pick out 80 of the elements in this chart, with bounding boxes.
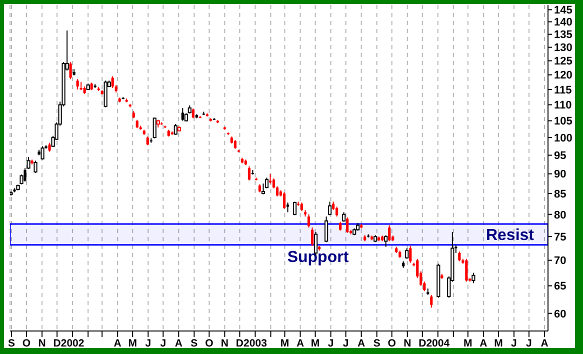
x-tick-label: J — [328, 337, 334, 350]
y-tick-label: 140 — [554, 16, 572, 29]
candlestick — [409, 245, 412, 264]
candlestick — [328, 201, 332, 216]
candlestick — [34, 160, 38, 174]
x-tick-label: O — [388, 337, 396, 350]
y-tick-label: 125 — [554, 56, 572, 68]
candlestick — [286, 202, 290, 213]
candlestick — [40, 146, 44, 160]
candlestick — [192, 108, 194, 119]
x-tick-label: M — [310, 337, 320, 350]
candlestick — [69, 62, 72, 80]
candlestick — [292, 201, 297, 216]
y-tick-label: 135 — [554, 29, 572, 42]
x-tick-label: 2002 — [60, 337, 84, 350]
band-label: Resist — [486, 227, 535, 244]
candlestick — [388, 224, 391, 242]
y-tick-label: 95 — [554, 150, 566, 162]
y-tick-label: 130 — [554, 42, 572, 54]
x-tick-label: N — [38, 337, 46, 350]
candlestick — [405, 248, 409, 260]
candlestick — [181, 107, 184, 122]
candlestick — [384, 234, 388, 248]
x-tick-label: S — [190, 337, 198, 350]
y-tick-label: 80 — [554, 209, 566, 222]
x-tick-label: D — [236, 337, 244, 350]
x-tick-label: M — [464, 337, 473, 350]
y-tick-label: 115 — [554, 84, 572, 96]
y-tick-label: 110 — [554, 100, 572, 112]
x-tick-label: A — [540, 337, 549, 350]
x-tick-label: A — [480, 337, 488, 350]
y-tick-label: 60 — [554, 308, 566, 320]
x-tick-label: D — [53, 337, 62, 350]
x-tick-label: A — [174, 337, 183, 350]
y-tick-label: 70 — [554, 255, 566, 268]
candlestick — [310, 227, 314, 246]
x-tick-label: M — [494, 337, 504, 350]
x-tick-label: S — [8, 337, 16, 350]
x-tick-label: A — [358, 337, 366, 350]
annotation: Support — [287, 249, 350, 266]
candlestick — [346, 216, 349, 234]
x-tick-label: 2004 — [426, 337, 450, 350]
x-tick-label: N — [404, 337, 412, 350]
candlestick — [111, 76, 114, 88]
y-tick-label: 100 — [554, 132, 572, 144]
x-tick-label: N — [220, 337, 228, 350]
candlestick — [324, 216, 328, 243]
y-tick-label: 145 — [554, 4, 572, 17]
x-tick-label: A — [296, 337, 304, 350]
x-tick-label: 2003 — [244, 337, 268, 350]
candlestick — [430, 294, 433, 308]
y-tick-label: 75 — [554, 231, 566, 244]
candlestick — [174, 124, 178, 136]
candlestick — [465, 258, 468, 282]
x-tick-label: J — [145, 337, 152, 350]
x-tick-label: A — [114, 337, 122, 350]
y-tick-label: 120 — [554, 70, 572, 82]
x-tick-label: J — [511, 337, 518, 350]
candlestick — [261, 183, 266, 195]
x-tick-label: M — [128, 337, 138, 350]
x-tick-label: M — [280, 337, 290, 350]
candlestick — [307, 214, 310, 228]
x-tick-label: O — [205, 337, 214, 350]
y-tick-label: 85 — [554, 188, 566, 200]
candlestick — [458, 251, 461, 262]
x-tick-label: O — [22, 337, 31, 350]
candlestick — [282, 192, 286, 210]
candlestick — [248, 166, 251, 181]
y-tick-label: 90 — [554, 168, 566, 181]
candlestick — [472, 272, 476, 284]
x-tick-label: S — [373, 337, 380, 350]
candlestick — [76, 78, 79, 90]
x-tick-label: D — [418, 337, 427, 350]
y-tick-label: 65 — [554, 280, 566, 293]
candlestick — [268, 173, 272, 184]
x-tick-label: J — [342, 337, 349, 350]
y-tick-label: 105 — [554, 116, 572, 128]
x-tick-label: J — [160, 337, 166, 350]
candlestick — [152, 117, 156, 139]
x-tick-label: J — [526, 337, 532, 350]
